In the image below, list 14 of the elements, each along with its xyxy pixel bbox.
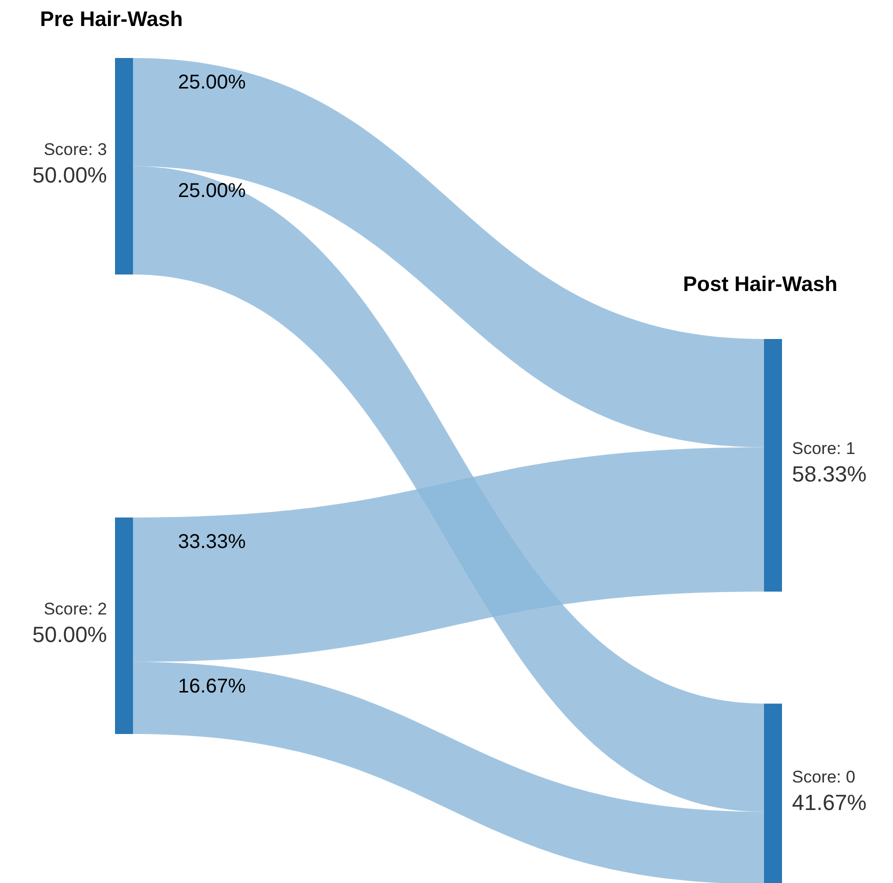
category-label: Score: 2 bbox=[44, 599, 107, 618]
text: Post Hair-Wash bbox=[683, 272, 838, 296]
text: Pre Hair-Wash bbox=[40, 8, 183, 31]
category-label: Score: 0 bbox=[792, 767, 856, 786]
data-label: 41.67% bbox=[792, 790, 867, 815]
category-label: Score: 1 bbox=[792, 438, 856, 458]
data-label: 16.67% bbox=[178, 675, 246, 698]
data-label: 25.00% bbox=[178, 180, 246, 202]
data-label: 25.00% bbox=[178, 72, 246, 94]
data-label: 50.00% bbox=[32, 162, 107, 188]
category-label: Score: 3 bbox=[44, 140, 107, 159]
data-label: 58.33% bbox=[792, 461, 867, 486]
data-label: 50.00% bbox=[32, 622, 107, 647]
data-label: 33.33% bbox=[178, 531, 246, 554]
